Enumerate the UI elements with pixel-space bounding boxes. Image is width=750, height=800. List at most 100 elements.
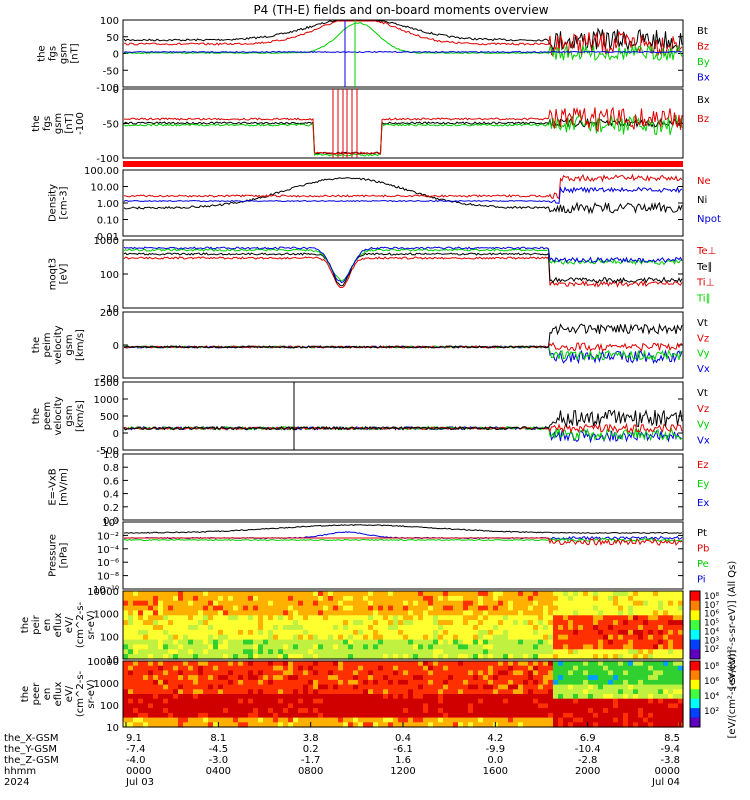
heatmap-cell [308,675,314,681]
heatmap-cell [498,708,504,714]
heatmap-cell [138,675,144,681]
heatmap-cell [468,605,474,612]
heatmap-cell [428,694,434,700]
y-tick-label: 10.00 [90,183,119,194]
heatmap-cell [653,591,659,597]
heatmap-cell [253,620,259,626]
heatmap-cell [633,591,639,597]
heatmap-cell [218,675,224,681]
heatmap-cell [533,629,539,636]
heatmap-cell [123,694,129,700]
heatmap-cell [558,591,564,597]
heatmap-cell [343,689,349,695]
heatmap-cell [193,595,199,602]
heatmap-cell [573,675,579,681]
heatmap-cell [623,634,629,641]
heatmap-cell [383,698,389,704]
heatmap-cell [633,689,639,695]
heatmap-cell [318,712,324,719]
heatmap-cell [258,722,264,728]
heatmap-cell [613,625,619,631]
heatmap-cell [138,600,144,607]
heatmap-cell [563,620,569,626]
heatmap-cell [433,717,439,723]
heatmap-cell [308,665,314,671]
heatmap-cell [513,644,519,650]
heatmap-cell [478,620,484,626]
y-axis-label-line: the [20,617,31,633]
heatmap-cell [528,675,534,681]
heatmap-cell [233,722,239,728]
heatmap-cell [403,689,409,695]
heatmap-cell [223,679,229,686]
heatmap-cell [193,722,199,728]
heatmap-cell [163,649,169,655]
heatmap-cell [173,708,179,714]
colorbar-tick: 10⁸ [704,592,719,602]
heatmap-cell [388,644,394,650]
y-axis-label-line: (cm^2-s- [75,670,86,717]
heatmap-cell [268,591,274,597]
heatmap-cell [353,610,359,616]
heatmap-cell [543,595,549,602]
heatmap-cell [163,708,169,714]
heatmap-cell [538,717,544,723]
heatmap-cell [608,722,614,728]
heatmap-cell [333,620,339,626]
colorbar-tick: 10⁷ [704,601,719,611]
heatmap-cell [573,615,579,621]
heatmap-cell [678,670,684,676]
time-row-value: 8.1 [210,733,226,744]
heatmap-cell [578,670,584,676]
heatmap-cell [538,675,544,681]
heatmap-cell [668,708,674,714]
heatmap-cell [438,625,444,631]
heatmap-cell [418,591,424,597]
heatmap-cell [443,591,449,597]
heatmap-cell [293,712,299,719]
heatmap-cell [243,698,249,704]
legend-entry: Vx [697,435,710,446]
heatmap-cell [473,708,479,714]
heatmap-cell [453,644,459,650]
heatmap-cell [343,679,349,686]
heatmap-cell [223,689,229,695]
heatmap-cell [393,712,399,719]
heatmap-cell [503,694,509,700]
heatmap-cell [268,684,274,690]
heatmap-cell [273,644,279,650]
heatmap-cell [643,665,649,671]
colorbar-segment [690,670,700,681]
heatmap-cell [283,591,289,597]
heatmap-cell [648,610,654,616]
heatmap-cell [533,684,539,690]
heatmap-cell [558,629,564,636]
heatmap-cell [343,600,349,607]
heatmap-cell [318,698,324,704]
heatmap-cell [323,649,329,655]
heatmap-cell [333,600,339,607]
heatmap-cell [223,615,229,621]
heatmap-cell [678,629,684,636]
heatmap-cell [648,661,654,667]
heatmap-cell [443,675,449,681]
heatmap-cell [353,620,359,626]
heatmap-cell [193,684,199,690]
heatmap-cell [668,625,674,631]
heatmap-cell [408,629,414,636]
heatmap-cell [428,605,434,612]
heatmap-cell [438,675,444,681]
heatmap-cell [488,644,494,650]
heatmap-cell [213,684,219,690]
heatmap-cell [218,661,224,667]
heatmap-cell [568,605,574,612]
heatmap-cell [273,708,279,714]
heatmap-cell [463,703,469,709]
legend-entry: Ex [697,498,709,509]
heatmap-cell [148,620,154,626]
heatmap-cell [643,644,649,650]
heatmap-cell [368,639,374,646]
heatmap-cell [238,600,244,607]
heatmap-cell [168,694,174,700]
heatmap-cell [363,689,369,695]
